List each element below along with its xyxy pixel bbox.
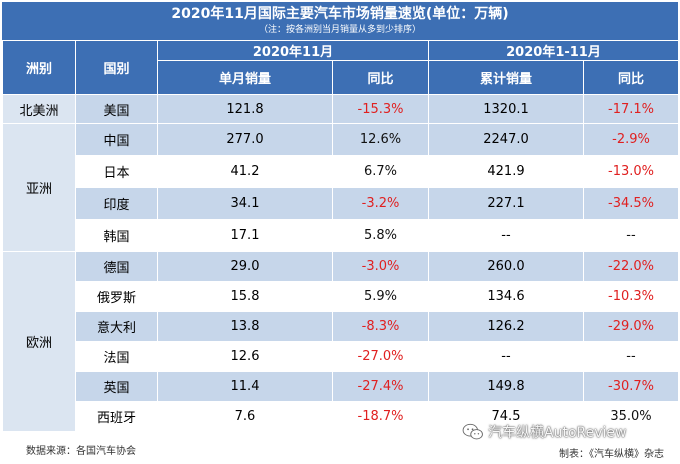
monthly-cell: 34.1 — [157, 187, 333, 220]
cumulative-cell: -- — [428, 341, 584, 372]
yoy-month-cell: 6.7% — [332, 155, 429, 188]
header-period-month: 2020年11月 — [157, 40, 429, 61]
yoy-ytd-cell: -10.3% — [583, 281, 679, 312]
cumulative-cell: 227.1 — [428, 187, 584, 220]
cumulative-cell: 421.9 — [428, 155, 584, 188]
monthly-cell: 17.1 — [157, 219, 333, 252]
header-region: 洲别 — [2, 40, 76, 95]
table-maker-note: 制表：《汽车纵横》杂志 — [559, 449, 664, 460]
yoy-month-cell: -8.3% — [332, 311, 429, 342]
table-row: 俄罗斯 15.8 5.9% 134.6 -10.3% — [3, 281, 679, 312]
table-title-bar: 2020年11月国际主要汽车市场销量速览(单位：万辆) （注：按各洲别当月销量从… — [2, 2, 678, 40]
yoy-ytd-cell: -34.5% — [583, 187, 679, 220]
yoy-ytd-cell: -17.1% — [583, 94, 679, 124]
yoy-month-cell: 5.8% — [332, 219, 429, 252]
table-row: 日本 41.2 6.7% 421.9 -13.0% — [3, 155, 679, 188]
cumulative-cell: 1320.1 — [428, 94, 584, 124]
cumulative-cell: 149.8 — [428, 371, 584, 402]
cumulative-cell: 74.5 — [428, 401, 584, 432]
table-row: 意大利 13.8 -8.3% 126.2 -29.0% — [3, 311, 679, 342]
yoy-ytd-cell: -29.0% — [583, 311, 679, 342]
yoy-month-cell: -27.4% — [332, 371, 429, 402]
yoy-ytd-cell: -2.9% — [583, 123, 679, 156]
monthly-cell: 121.8 — [157, 94, 333, 124]
yoy-month-cell: -18.7% — [332, 401, 429, 432]
monthly-cell: 29.0 — [157, 251, 333, 282]
header-monthly-sales: 单月销量 — [157, 60, 333, 95]
table-row: 北美洲 美国 121.8 -15.3% 1320.1 -17.1% — [2, 94, 679, 124]
country-cell: 英国 — [75, 371, 158, 402]
country-cell: 俄罗斯 — [75, 281, 158, 312]
watermark: 汽车纵横AutoReview — [462, 422, 626, 442]
yoy-ytd-cell: -22.0% — [583, 251, 679, 282]
table-row: 亚洲 中国 277.0 12.6% 2247.0 -2.9% — [2, 123, 679, 252]
country-cell: 意大利 — [75, 311, 158, 342]
region-cell: 欧洲 — [2, 251, 76, 432]
monthly-cell: 7.6 — [157, 401, 333, 432]
data-source-note: 数据来源：各国汽车协会 — [26, 446, 136, 457]
yoy-month-cell: 12.6% — [332, 123, 429, 156]
header-country: 国别 — [75, 40, 158, 95]
cumulative-cell: 126.2 — [428, 311, 584, 342]
yoy-month-cell: -3.2% — [332, 187, 429, 220]
cumulative-cell: 2247.0 — [428, 123, 584, 156]
cumulative-cell: -- — [428, 219, 584, 252]
monthly-cell: 41.2 — [157, 155, 333, 188]
table-row: 西班牙 7.6 -18.7% 74.5 35.0% — [3, 401, 679, 432]
sales-table: 洲别 国别 2020年11月 2020年1-11月 单月销量 同比 累计销量 同… — [2, 40, 679, 432]
country-cell: 美国 — [75, 94, 158, 124]
table-subtitle: （注：按各洲别当月销量从多到少排序） — [258, 25, 421, 35]
cumulative-cell: 134.6 — [428, 281, 584, 312]
monthly-cell: 11.4 — [157, 371, 333, 402]
watermark-text: 汽车纵横AutoReview — [488, 425, 627, 441]
table-title: 2020年11月国际主要汽车市场销量速览(单位：万辆) — [171, 6, 509, 22]
yoy-ytd-cell: -30.7% — [583, 371, 679, 402]
header-yoy-month: 同比 — [332, 60, 429, 95]
yoy-ytd-cell: -13.0% — [583, 155, 679, 188]
yoy-month-cell: -27.0% — [332, 341, 429, 372]
monthly-cell: 15.8 — [157, 281, 333, 312]
wechat-icon — [462, 423, 483, 440]
yoy-month-cell: -3.0% — [332, 251, 429, 282]
header-period-ytd: 2020年1-11月 — [428, 40, 679, 61]
country-cell: 德国 — [75, 251, 158, 282]
header-yoy-ytd: 同比 — [583, 60, 679, 95]
country-cell: 西班牙 — [75, 401, 158, 432]
header-row-periods: 洲别 国别 2020年11月 2020年1-11月 — [2, 40, 679, 95]
yoy-month-cell: 5.9% — [332, 281, 429, 312]
table-row: 韩国 17.1 5.8% -- -- — [3, 219, 679, 252]
yoy-ytd-cell: 35.0% — [583, 401, 679, 432]
table-row: 英国 11.4 -27.4% 149.8 -30.7% — [3, 371, 679, 402]
country-cell: 印度 — [75, 187, 158, 220]
yoy-ytd-cell: -- — [583, 341, 679, 372]
table-row: 法国 12.6 -27.0% -- -- — [3, 341, 679, 372]
table-row: 欧洲 德国 29.0 -3.0% 260.0 -22.0% — [2, 251, 679, 432]
header-row-metrics: 单月销量 同比 累计销量 同比 — [3, 60, 679, 95]
table-row: 印度 34.1 -3.2% 227.1 -34.5% — [3, 187, 679, 220]
header-cumulative-sales: 累计销量 — [428, 60, 584, 95]
monthly-cell: 277.0 — [157, 123, 333, 156]
country-cell: 中国 — [75, 123, 158, 156]
yoy-ytd-cell: -- — [583, 219, 679, 252]
monthly-cell: 13.8 — [157, 311, 333, 342]
cumulative-cell: 260.0 — [428, 251, 584, 282]
country-cell: 日本 — [75, 155, 158, 188]
monthly-cell: 12.6 — [157, 341, 333, 372]
region-cell: 亚洲 — [2, 123, 76, 252]
country-cell: 韩国 — [75, 219, 158, 252]
region-cell: 北美洲 — [2, 94, 76, 124]
country-cell: 法国 — [75, 341, 158, 372]
yoy-month-cell: -15.3% — [332, 94, 429, 124]
